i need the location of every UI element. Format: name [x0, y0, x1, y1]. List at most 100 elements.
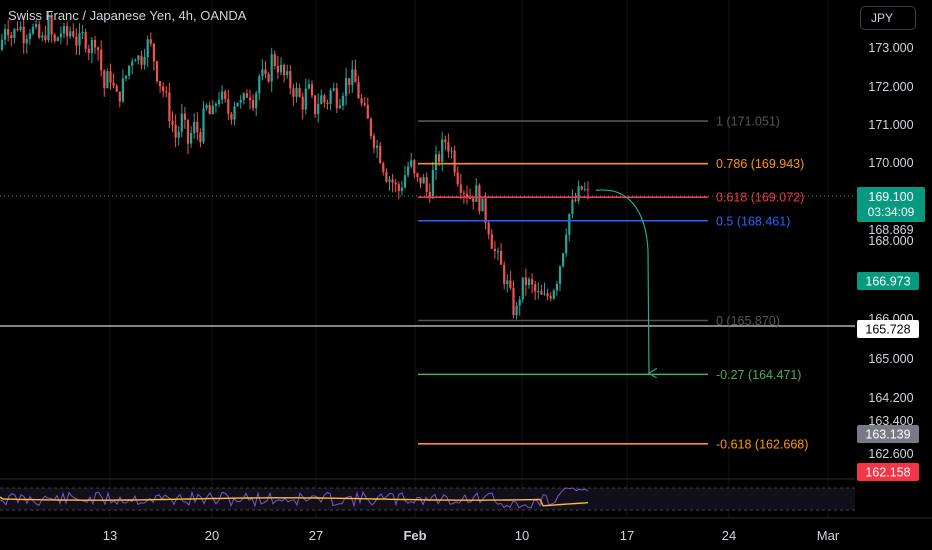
candle-body: [372, 135, 376, 148]
time-tick-label: Feb: [403, 528, 426, 543]
time-tick-label: Mar: [817, 528, 840, 543]
candle-body: [47, 16, 50, 41]
candle-body: [341, 95, 345, 106]
time-tick-label: 17: [620, 528, 634, 543]
candle-body: [199, 132, 202, 143]
candle-body: [84, 31, 87, 49]
candle-body: [7, 29, 10, 36]
candle-body: [227, 99, 230, 114]
candle-body: [97, 47, 100, 50]
candle-body: [205, 105, 208, 109]
fibonacci-retracement: 1 (171.051) 0.786 (169.943) 0.618 (169.072…: [418, 115, 808, 451]
candle-body: [304, 88, 307, 110]
candle-body: [230, 113, 233, 120]
candle-body: [348, 78, 351, 85]
candle-body: [472, 198, 475, 202]
candle-body: [425, 177, 428, 193]
candle-body: [106, 71, 109, 89]
candle-body: [326, 102, 329, 104]
candle-body: [500, 250, 503, 265]
candle-body: [329, 90, 332, 104]
price-tick-label: 165.000: [868, 352, 913, 366]
candle-body: [31, 26, 35, 34]
candle-body: [503, 264, 506, 285]
currency-button[interactable]: JPY: [860, 6, 916, 30]
candle-body: [22, 26, 25, 44]
candle-body: [134, 60, 137, 62]
candle-body: [397, 184, 400, 191]
candle-body: [35, 24, 38, 27]
candle-body: [369, 118, 372, 136]
candle-body: [186, 119, 190, 144]
candle-body: [162, 86, 165, 92]
candle-body: [462, 192, 465, 194]
candle-body: [301, 96, 304, 110]
fib-level-label: -0.27 (164.471): [716, 368, 801, 382]
candle-body: [224, 91, 227, 100]
candle-body: [537, 291, 540, 293]
candle-body: [214, 103, 217, 106]
candle-body: [252, 100, 255, 109]
candle-body: [16, 28, 19, 30]
candle-body: [78, 33, 81, 46]
candle-body: [363, 103, 366, 106]
candle-body: [289, 71, 292, 89]
candle-body: [562, 253, 565, 267]
candle-body: [481, 198, 484, 212]
candle-body: [527, 279, 531, 285]
candle-body: [496, 250, 500, 252]
candle-body: [518, 299, 521, 306]
projection-arrow: [595, 189, 649, 373]
candle-body: [165, 91, 168, 93]
candle-body: [323, 95, 326, 103]
candle-body: [574, 199, 577, 201]
candle-body: [444, 139, 447, 143]
candle-body: [357, 82, 360, 99]
rsi-line: [0, 487, 589, 509]
candle-body: [549, 296, 552, 299]
candle-body: [4, 29, 7, 40]
price-tick-label: 171.000: [868, 118, 913, 132]
fib-level-label: 0 (165.870): [716, 314, 780, 328]
candle-body: [465, 193, 469, 198]
candle-body: [115, 85, 118, 92]
candle-body: [410, 160, 413, 167]
candle-body: [379, 145, 382, 164]
fib-level-label: 1 (171.051): [716, 115, 780, 129]
time-tick-label: 27: [309, 528, 323, 543]
candle-body: [62, 26, 66, 34]
candle-body: [394, 182, 397, 185]
candle-body: [295, 88, 298, 97]
last-price-countdown: 03:34:09: [868, 205, 915, 219]
candle-body: [121, 78, 124, 102]
price-tag-red-value: 162.158: [865, 466, 910, 480]
price-tag-gray-value: 163.139: [865, 428, 910, 442]
candle-body: [202, 108, 205, 143]
candle-body: [419, 177, 422, 184]
candle-body: [407, 166, 410, 176]
candle-body: [81, 31, 84, 34]
candle-body: [87, 48, 90, 53]
candle-body: [521, 277, 524, 300]
candle-body: [75, 36, 78, 46]
candle-body: [298, 88, 301, 97]
candle-body: [571, 199, 574, 215]
candle-body: [351, 69, 354, 85]
candle-body: [38, 24, 41, 38]
candle-body: [103, 70, 106, 89]
candle-body: [53, 34, 56, 41]
price-tick-label: 172.000: [868, 80, 913, 94]
candle-body: [332, 88, 335, 91]
price-tick-label: 168.000: [868, 234, 913, 248]
candle-body: [307, 84, 310, 89]
candle-body: [376, 145, 379, 148]
candle-body: [558, 266, 562, 284]
candle-body: [124, 75, 128, 79]
fib-level-label: 0.786 (169.943): [716, 157, 804, 171]
candle-body: [292, 88, 295, 97]
candle-body: [428, 192, 431, 199]
candle-body: [255, 93, 258, 109]
candle-body: [434, 154, 438, 170]
candle-body: [555, 283, 558, 291]
